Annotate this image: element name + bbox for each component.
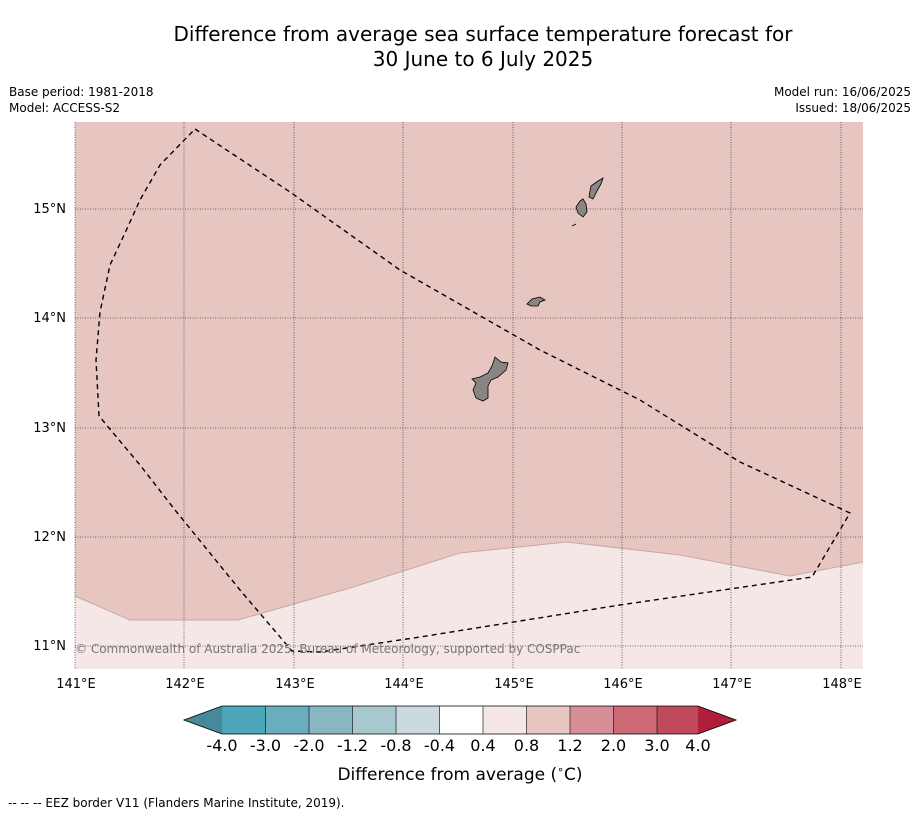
cbar-tick-4: -0.8 [380, 736, 411, 755]
base-period: Base period: 1981-2018 [9, 85, 154, 99]
lon-label-145: 145°E [494, 677, 534, 692]
colorbar-outline [182, 705, 738, 735]
lat-label-11: 11°N [33, 639, 66, 654]
colorbar-extend-high [698, 706, 736, 734]
lat-axis-labels: 15°N 14°N 13°N 12°N 11°N [33, 202, 66, 654]
anomaly-region-0-4-0-8 [75, 542, 863, 669]
map-title: Difference from average sea surface temp… [0, 22, 919, 72]
island-aguijan [571, 223, 577, 227]
colorbar-bin-3 [309, 706, 353, 734]
cbar-tick-5: -0.4 [424, 736, 455, 755]
cbar-tick-10: 3.0 [644, 736, 669, 755]
lon-label-142: 142°E [165, 677, 205, 692]
colorbar-bin-6 [439, 706, 483, 734]
grid-lines [74, 122, 863, 669]
colorbar-bin-9 [570, 706, 614, 734]
colorbar-bin-4 [352, 706, 396, 734]
model-run: Model run: 16/06/2025 [773, 85, 911, 99]
lon-label-146: 146°E [603, 677, 643, 692]
colorbar-bin-8 [526, 706, 570, 734]
colorbar-bin-10 [613, 706, 657, 734]
lat-label-15: 15°N [33, 202, 66, 217]
cbar-tick-0: -4.0 [206, 736, 237, 755]
lat-label-12: 12°N [33, 530, 66, 545]
lon-label-141: 141°E [56, 677, 96, 692]
model-name: Model: ACCESS-S2 [9, 101, 121, 115]
cbar-tick-9: 2.0 [601, 736, 626, 755]
colorbar-bin-2 [265, 706, 309, 734]
islands [471, 177, 604, 402]
cbar-tick-7: 0.8 [514, 736, 539, 755]
title-line-1: Difference from average sea surface temp… [173, 22, 793, 46]
lon-label-143: 143°E [275, 677, 315, 692]
lat-label-13: 13°N [33, 421, 66, 436]
colorbar-bin-11 [657, 706, 698, 734]
island-rota [526, 296, 546, 307]
contour-line [74, 541, 864, 621]
colorbar [182, 705, 738, 735]
cbar-tick-6: 0.4 [470, 736, 495, 755]
metadata-left: Base period: 1981-2018 Model: ACCESS-S2 [9, 84, 154, 116]
cbar-tick-8: 1.2 [557, 736, 582, 755]
lon-label-148: 148°E [822, 677, 862, 692]
lon-axis-labels: 141°E 142°E 143°E 144°E 145°E 146°E 147°… [56, 677, 862, 692]
colorbar-bin-5 [396, 706, 440, 734]
lon-label-147: 147°E [712, 677, 752, 692]
colorbar-bin-1 [222, 706, 266, 734]
colorbar-bin-7 [483, 706, 527, 734]
title-line-2: 30 June to 6 July 2025 [372, 47, 594, 71]
island-saipan [588, 177, 604, 200]
map-panel: © Commonwealth of Australia 2025, Bureau… [74, 122, 864, 669]
lon-label-144: 144°E [384, 677, 424, 692]
lat-label-14: 14°N [33, 311, 66, 326]
eez-legend-footnote: -- -- -- EEZ border V11 (Flanders Marine… [8, 796, 345, 810]
colorbar-extend-low [184, 706, 222, 734]
cbar-tick-1: -3.0 [250, 736, 281, 755]
colorbar-label: Difference from average (∘C) [337, 763, 582, 785]
metadata-right: Model run: 16/06/2025 Issued: 18/06/2025 [774, 84, 911, 116]
issued-date: Issued: 18/06/2025 [795, 101, 911, 115]
island-guam [471, 356, 509, 402]
cbar-tick-3: -1.2 [337, 736, 368, 755]
island-tinian [575, 198, 588, 218]
cbar-tick-11: 4.0 [685, 736, 710, 755]
colorbar-tick-labels: -4.0 -3.0 -2.0 -1.2 -0.8 -0.4 0.4 0.8 1.… [206, 736, 710, 755]
copyright-notice: © Commonwealth of Australia 2025, Bureau… [75, 642, 580, 656]
eez-border [95, 128, 851, 653]
cbar-tick-2: -2.0 [293, 736, 324, 755]
